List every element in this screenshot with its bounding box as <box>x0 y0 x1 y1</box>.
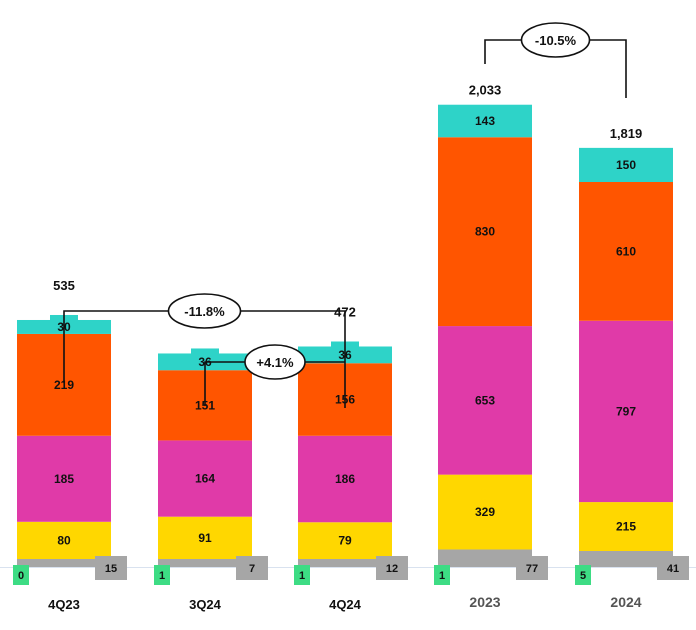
segment-label-yellow-2024: 215 <box>616 520 636 534</box>
category-label-4q24: 4Q24 <box>329 597 362 612</box>
grey-value-label-2024: 41 <box>667 563 679 575</box>
growth-annotation-2023-2024-label: -10.5% <box>535 33 577 48</box>
bar-segment-grey-3q24 <box>158 559 252 567</box>
green-value-label-4q24: 1 <box>299 570 305 582</box>
bar-segment-yellow-2023 <box>438 474 532 550</box>
category-label-2024: 2024 <box>610 594 641 610</box>
bar-segment-orange-2024 <box>579 181 673 321</box>
bar-segment-grey-4q23 <box>17 559 111 567</box>
growth-annotation-2023-2024-ellipse <box>520 22 591 58</box>
bar-segment-magenta-2024 <box>579 320 673 503</box>
bar-segment-teal-2024 <box>579 147 673 182</box>
green-value-box-2024 <box>575 565 591 585</box>
grey-value-label-4q23: 15 <box>105 563 117 575</box>
bar-segment-yellow-4q23 <box>17 521 111 559</box>
segment-label-magenta-3q24: 164 <box>195 472 215 486</box>
green-value-label-2024: 5 <box>580 570 586 582</box>
green-value-box-4q24 <box>294 565 310 585</box>
grey-value-box-2024 <box>657 556 689 580</box>
segment-label-magenta-4q23: 185 <box>54 472 74 486</box>
bar-segment-yellow-4q24 <box>298 522 392 559</box>
growth-annotation-4q23-4q24-label: -11.8% <box>184 304 225 319</box>
total-label-2023: 2,033 <box>469 83 502 98</box>
bar-segment-grey-4q24 <box>298 559 392 567</box>
segment-label-orange-4q23: 219 <box>54 378 74 392</box>
growth-annotation-4q23-4q24-ellipse <box>167 293 242 329</box>
bar-segment-magenta-3q24 <box>158 440 252 517</box>
bar-segment-grey-2023 <box>438 549 532 567</box>
growth-annotation-3q24-4q24-label: +4.1% <box>256 355 294 370</box>
green-value-box-2023 <box>434 565 450 585</box>
segment-label-yellow-4q23: 80 <box>57 533 71 547</box>
category-label-2023: 2023 <box>469 594 500 610</box>
segment-label-teal-2024: 150 <box>616 158 636 172</box>
grey-value-label-3q24: 7 <box>249 563 255 575</box>
grey-value-label-4q24: 12 <box>386 563 398 575</box>
green-value-box-3q24 <box>154 565 170 585</box>
grey-value-box-2023 <box>516 556 548 580</box>
green-value-label-3q24: 1 <box>159 570 165 582</box>
segment-label-teal-2023: 143 <box>475 114 495 128</box>
segment-label-yellow-2023: 329 <box>475 505 495 519</box>
grey-value-box-4q23 <box>95 556 127 580</box>
segment-label-yellow-3q24: 91 <box>198 531 212 545</box>
grey-value-box-4q24 <box>376 556 408 580</box>
bar-segment-orange-2023 <box>438 137 532 327</box>
grey-value-box-3q24 <box>236 556 268 580</box>
bar-segment-yellow-2024 <box>579 502 673 551</box>
segment-label-magenta-2023: 653 <box>475 393 495 407</box>
bar-segment-teal-2023 <box>438 104 532 138</box>
total-label-4q23: 535 <box>53 278 75 293</box>
bar-segment-yellow-3q24 <box>158 516 252 559</box>
bar-segment-magenta-2023 <box>438 326 532 475</box>
segment-label-magenta-2024: 797 <box>616 404 636 418</box>
segment-label-orange-2023: 830 <box>475 225 495 239</box>
grey-value-label-2023: 77 <box>526 563 538 575</box>
green-value-label-2023: 1 <box>439 570 445 582</box>
segment-label-magenta-4q24: 186 <box>335 472 355 486</box>
category-label-4q23: 4Q23 <box>48 597 80 612</box>
segment-label-yellow-4q24: 79 <box>338 534 352 548</box>
bar-segment-grey-2024 <box>579 551 673 567</box>
segment-label-orange-2024: 610 <box>616 244 636 258</box>
green-value-label-4q23: 0 <box>18 570 24 582</box>
top-marker-3q24 <box>191 348 219 356</box>
bar-segment-magenta-4q23 <box>17 435 111 522</box>
green-value-box-4q23 <box>13 565 29 585</box>
total-label-2024: 1,819 <box>610 126 643 141</box>
category-label-3q24: 3Q24 <box>189 597 222 612</box>
growth-annotation-3q24-4q24-ellipse <box>244 344 306 380</box>
bar-segment-magenta-4q24 <box>298 435 392 523</box>
